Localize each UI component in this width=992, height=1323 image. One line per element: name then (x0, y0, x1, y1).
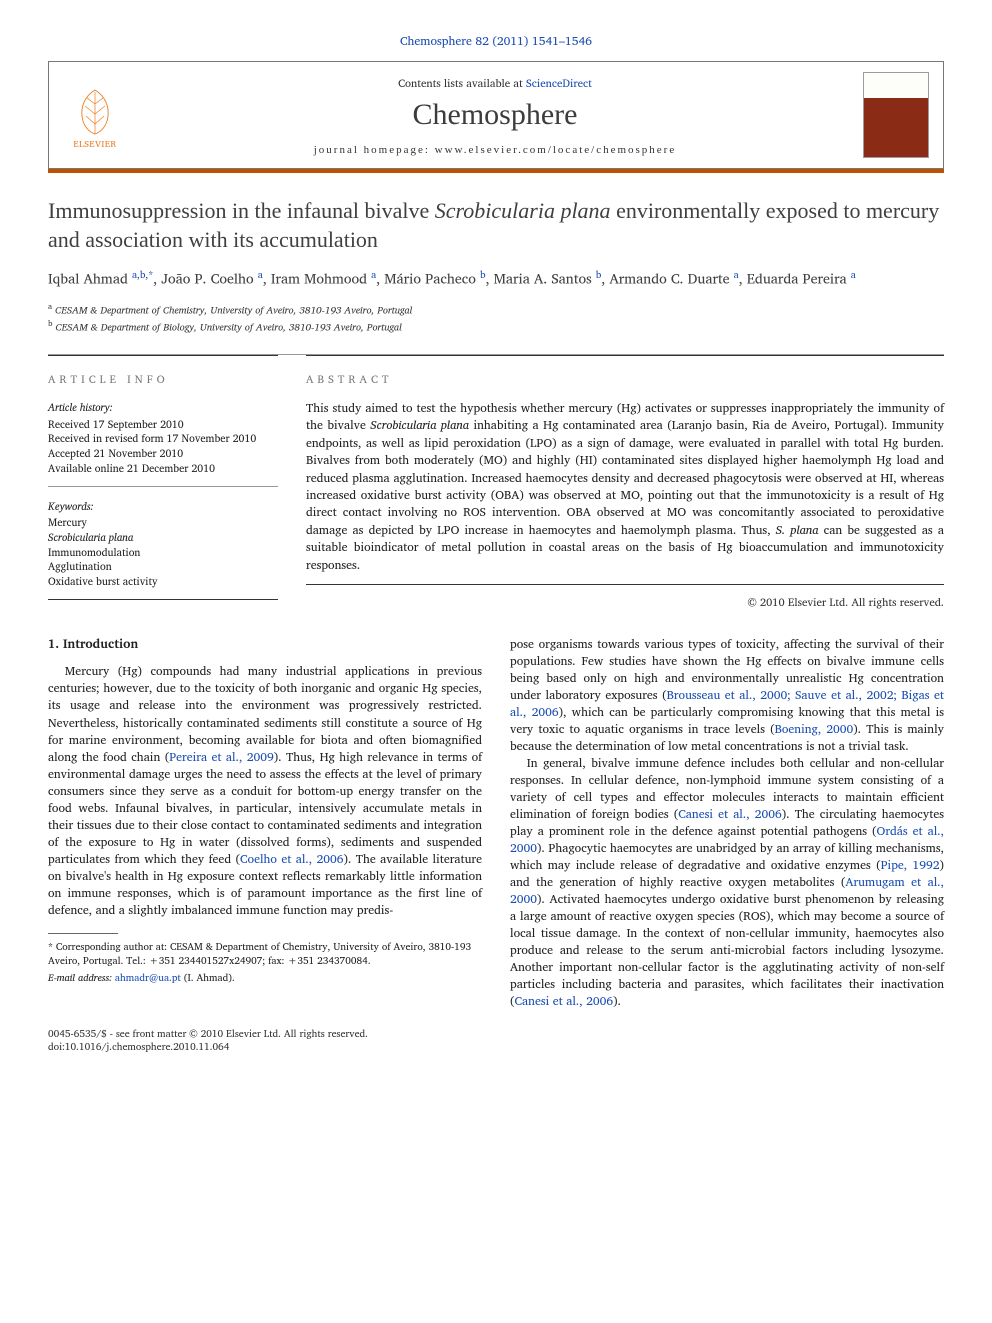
masthead-container: ELSEVIER Contents lists available at Sci… (48, 61, 944, 173)
masthead: ELSEVIER Contents lists available at Sci… (48, 61, 944, 169)
article-info-column: article info Article history: Received 1… (48, 355, 278, 612)
keywords-label: Keywords: (48, 499, 278, 514)
history-line: Available online 21 December 2010 (48, 461, 278, 476)
title-before: Immunosuppression in the infaunal bivalv… (48, 198, 435, 223)
abstract-text: This study aimed to test the hypothesis … (306, 400, 944, 585)
intro-para-1-left: Mercury (Hg) compounds had many industri… (48, 663, 482, 918)
abstract-column: abstract This study aimed to test the hy… (306, 355, 944, 612)
intro-para-2: In general, bivalve immune defence inclu… (510, 755, 944, 1010)
corresponding-author-note: * Corresponding author at: CESAM & Depar… (48, 940, 482, 968)
journal-title: Chemosphere (127, 98, 863, 132)
history-label: Article history: (48, 400, 278, 415)
keyword: Oxidative burst activity (48, 574, 278, 589)
footnote-rule (48, 933, 118, 934)
intro-para-1-right: pose organisms towards various types of … (510, 636, 944, 755)
journal-cover-thumbnail[interactable] (863, 72, 929, 158)
publisher-name: ELSEVIER (73, 136, 116, 151)
journal-homepage[interactable]: journal homepage: www.elsevier.com/locat… (127, 144, 863, 156)
affiliations: a CESAM & Department of Chemistry, Unive… (48, 301, 944, 334)
article-title: Immunosuppression in the infaunal bivalv… (48, 197, 944, 254)
section-head-intro: 1. Introduction (48, 636, 482, 654)
affiliation: a CESAM & Department of Chemistry, Unive… (48, 301, 944, 317)
left-column: 1. Introduction Mercury (Hg) compounds h… (48, 636, 482, 1011)
email-line: E-mail address: ahmadr@ua.pt (I. Ahmad). (48, 971, 482, 985)
abstract-head: abstract (306, 370, 944, 388)
contents-line: Contents lists available at ScienceDirec… (127, 74, 863, 92)
keywords-block: Keywords: MercuryScrobicularia planaImmu… (48, 499, 278, 600)
body-two-columns: 1. Introduction Mercury (Hg) compounds h… (48, 636, 944, 1011)
publisher-logo[interactable]: ELSEVIER (63, 79, 127, 151)
footnotes: * Corresponding author at: CESAM & Depar… (48, 940, 482, 985)
abstract-copyright: © 2010 Elsevier Ltd. All rights reserved… (306, 593, 944, 611)
article-history: Article history: Received 17 September 2… (48, 400, 278, 486)
elsevier-tree-icon (72, 86, 118, 136)
affiliation: b CESAM & Department of Biology, Univers… (48, 318, 944, 334)
journal-reference[interactable]: Chemosphere 82 (2011) 1541–1546 (48, 32, 944, 51)
title-species: Scrobicularia plana (435, 198, 611, 223)
author-email-link[interactable]: ahmadr@ua.pt (115, 970, 181, 986)
contents-prefix: Contents lists available at (398, 74, 526, 92)
article-info-head: article info (48, 370, 278, 388)
cite-canesi-2006b[interactable]: Canesi et al., 2006 (515, 992, 614, 1011)
right-column: pose organisms towards various types of … (510, 636, 944, 1011)
doi-line: doi:10.1016/j.chemosphere.2010.11.064 (48, 1041, 944, 1054)
page-footer: 0045-6535/$ - see front matter © 2010 El… (48, 1028, 944, 1054)
sciencedirect-link[interactable]: ScienceDirect (526, 74, 592, 92)
author-list: Iqbal Ahmad a,b,*, João P. Coelho a, Ira… (48, 268, 944, 289)
